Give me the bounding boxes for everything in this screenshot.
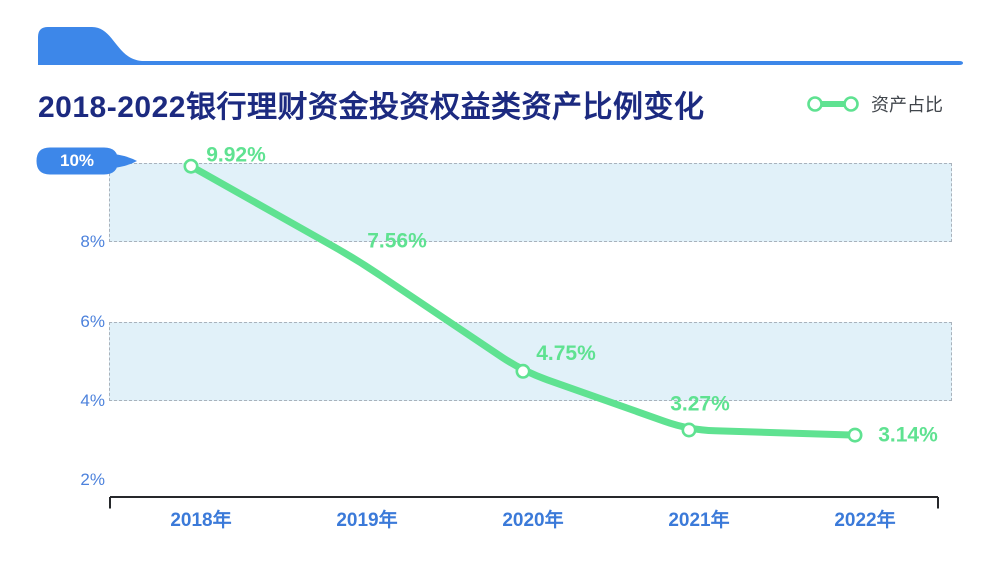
data-point-value-label: 3.27% [670, 393, 730, 416]
data-point-marker[interactable] [183, 158, 199, 174]
series-line [187, 162, 859, 439]
x-axis-label: 2022年 [834, 510, 896, 531]
y-axis-label: 8% [80, 232, 105, 252]
x-axis-label: 2019年 [336, 510, 398, 531]
legend-line-icon [807, 96, 859, 112]
data-point-value-label: 7.56% [367, 229, 427, 252]
chart-title: 2018-2022银行理财资金投资权益类资产比例变化 [38, 91, 705, 124]
data-point-value-label: 9.92% [206, 144, 266, 167]
legend[interactable]: 资产占比 [806, 92, 943, 116]
top-decoration-path [38, 27, 963, 65]
x-axis-label: 2021年 [668, 510, 730, 531]
x-axis-label: 2018年 [170, 510, 232, 531]
data-point-value-label: 3.14% [878, 424, 938, 447]
y-axis-label-10: 10% [59, 151, 95, 170]
data-point-marker[interactable] [515, 363, 531, 379]
top-decoration-shape [38, 27, 963, 65]
y-axis-badge-10: 10% [36, 147, 138, 175]
x-axis-line [109, 496, 939, 509]
data-point-marker[interactable] [681, 422, 697, 438]
y-axis-label: 4% [80, 391, 105, 410]
legend-label: 资产占比 [871, 95, 943, 115]
y-axis-label: 2% [80, 470, 105, 490]
data-point-marker[interactable] [847, 427, 863, 443]
y-axis-label: 6% [80, 311, 105, 331]
highlight-band [109, 321, 952, 401]
data-point-value-label: 4.75% [536, 342, 596, 365]
x-axis-label: 2020年 [502, 510, 564, 531]
